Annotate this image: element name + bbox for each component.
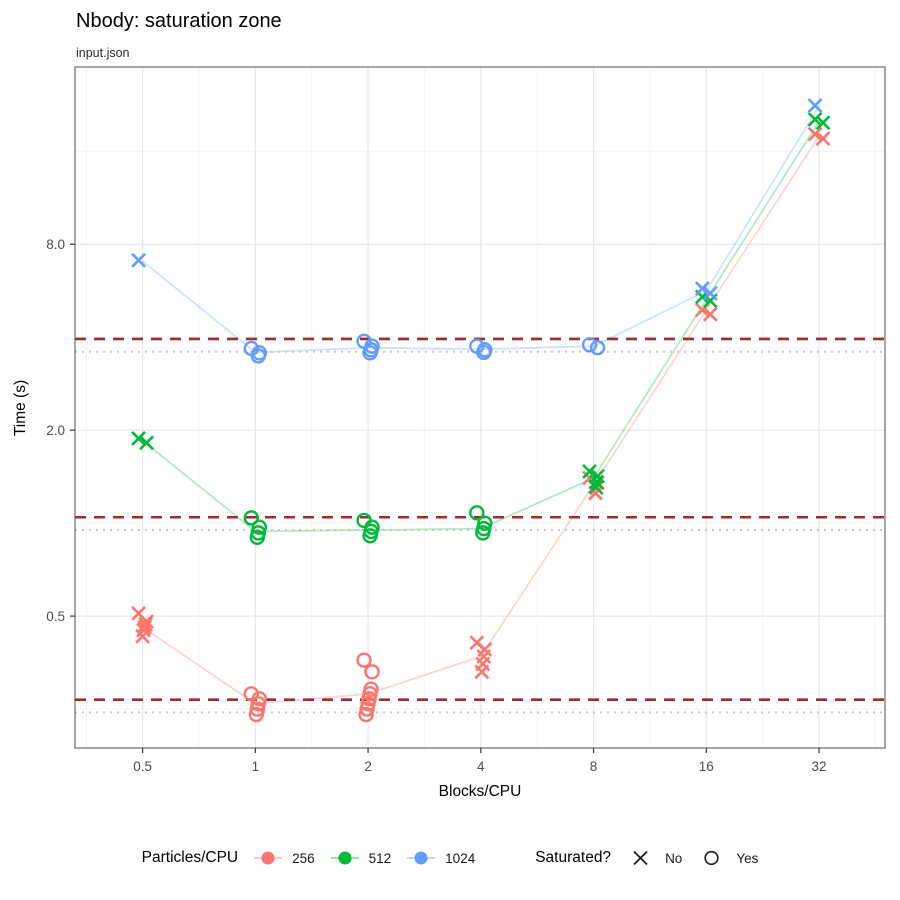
legend-item-1024: 1024 bbox=[406, 849, 475, 867]
legend-item-yes: Yes bbox=[697, 849, 758, 867]
y-tick-label: 0.5 bbox=[46, 609, 65, 624]
chart-subtitle: input.json bbox=[76, 46, 130, 60]
data-point-circle-512 bbox=[249, 529, 266, 545]
color-key-icon bbox=[254, 851, 283, 865]
data-point-x-512 bbox=[588, 479, 603, 495]
x-tick-label: 32 bbox=[812, 759, 827, 774]
gridlines bbox=[75, 67, 885, 748]
data-point-circle-512 bbox=[477, 515, 493, 531]
data-point-x-1024 bbox=[694, 281, 710, 296]
y-tick-label: 2.0 bbox=[46, 423, 65, 438]
data-point-circle-256 bbox=[356, 652, 372, 668]
data-point-circle-256 bbox=[364, 664, 380, 680]
legend-item-label: 1024 bbox=[445, 850, 476, 866]
y-axis-label: Time (s) bbox=[12, 380, 29, 436]
data-points bbox=[131, 98, 831, 723]
data-point-circle-512 bbox=[243, 510, 260, 526]
data-point-x-1024 bbox=[131, 252, 147, 268]
x-tick-label: 0.5 bbox=[133, 759, 152, 774]
x-tick-label: 8 bbox=[590, 759, 598, 774]
data-point-x-256 bbox=[135, 628, 151, 644]
legend-particles-per-cpu: Particles/CPU 256 512 1024 bbox=[142, 849, 476, 867]
data-point-circle-1024 bbox=[476, 344, 492, 361]
axis-ticks: 0.5 1 2 4 8 16 32 0.5 2.0 8.0 bbox=[46, 237, 826, 774]
data-point-x-512 bbox=[139, 435, 155, 451]
data-point-x-256 bbox=[807, 126, 823, 142]
data-point-x-512 bbox=[589, 474, 604, 490]
data-point-circle-256 bbox=[248, 706, 265, 723]
legend-shape-title: Saturated? bbox=[535, 849, 612, 866]
color-key-icon bbox=[407, 851, 436, 865]
data-point-x-256 bbox=[815, 131, 831, 146]
panel-border bbox=[74, 66, 886, 749]
x-axis-label: Blocks/CPU bbox=[439, 783, 522, 800]
data-point-circle-256 bbox=[358, 706, 374, 723]
data-point-x-256 bbox=[702, 306, 718, 322]
data-point-circle-512 bbox=[469, 505, 485, 521]
plot-area: 0.5 1 2 4 8 16 32 0.5 2.0 8.0 Time (s) Blocks/CPU bbox=[12, 66, 886, 800]
legend-item-label: 512 bbox=[368, 850, 392, 866]
data-point-circle-1024 bbox=[250, 348, 267, 364]
legend-item-no: No bbox=[626, 849, 682, 867]
legend-item-512: 512 bbox=[330, 849, 392, 867]
x-tick-label: 16 bbox=[699, 759, 714, 774]
legend-item-256: 256 bbox=[253, 849, 315, 867]
data-point-x-1024 bbox=[807, 98, 823, 114]
x-shape-key-icon bbox=[633, 850, 648, 866]
data-point-x-512 bbox=[815, 115, 831, 131]
data-point-circle-512 bbox=[251, 519, 268, 535]
color-key-icon bbox=[330, 851, 359, 865]
x-tick-label: 4 bbox=[477, 759, 485, 774]
data-point-circle-256 bbox=[249, 701, 266, 717]
data-point-circle-512 bbox=[475, 525, 491, 541]
legend-dot-icon bbox=[261, 851, 275, 865]
data-point-x-512 bbox=[807, 111, 823, 127]
data-point-x-512 bbox=[582, 464, 597, 479]
x-tick-label: 2 bbox=[364, 759, 372, 774]
data-point-circle-512 bbox=[362, 528, 378, 544]
legend-color-title: Particles/CPU bbox=[141, 849, 239, 866]
circle-shape-icon bbox=[704, 850, 719, 866]
data-point-circle-1024 bbox=[589, 339, 606, 356]
data-point-circle-256 bbox=[243, 686, 260, 702]
circle-shape-key-icon bbox=[704, 850, 719, 866]
legend-saturated: Saturated? No Yes bbox=[535, 849, 758, 867]
y-tick-label: 8.0 bbox=[46, 237, 65, 252]
legend-item-label: 256 bbox=[292, 850, 315, 866]
data-point-circle-1024 bbox=[581, 337, 598, 353]
data-point-circle-256 bbox=[359, 701, 375, 717]
data-point-x-1024 bbox=[702, 285, 718, 301]
legend-item-label: No bbox=[665, 850, 683, 866]
panel-background bbox=[75, 67, 885, 748]
data-point-x-256 bbox=[474, 664, 490, 680]
legend-item-label: Yes bbox=[736, 850, 759, 866]
legend-dot-icon bbox=[414, 851, 428, 865]
data-point-x-512 bbox=[131, 431, 147, 446]
x-shape-icon bbox=[633, 850, 648, 866]
legend-dot-icon bbox=[338, 851, 352, 865]
x-tick-label: 1 bbox=[252, 759, 260, 774]
data-point-circle-1024 bbox=[362, 345, 378, 361]
chart-title: Nbody: saturation zone bbox=[76, 10, 282, 32]
legend: Particles/CPU 256 512 1024 Saturated? No Ye… bbox=[0, 836, 900, 880]
